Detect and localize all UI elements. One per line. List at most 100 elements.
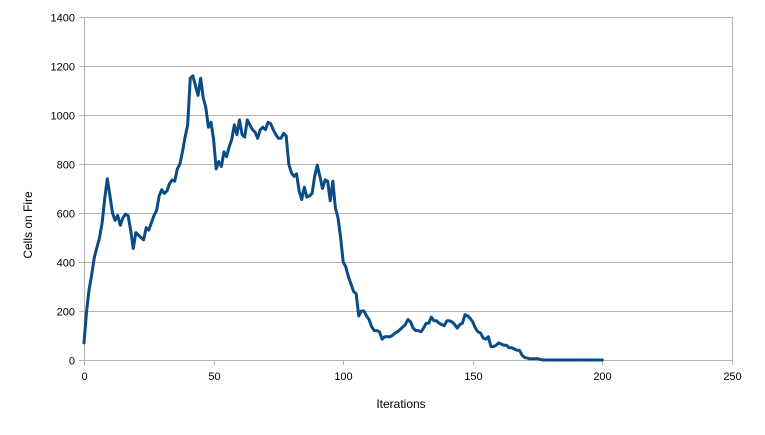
data-point: [259, 128, 262, 131]
data-point: [503, 344, 505, 347]
data-point: [277, 137, 280, 140]
data-point: [93, 256, 96, 258]
data-point: [166, 190, 168, 192]
data-point: [220, 165, 223, 168]
data-point: [389, 335, 391, 338]
data-point: [510, 346, 513, 349]
data-point: [414, 329, 417, 332]
data-point: [155, 209, 158, 212]
data-point: [145, 226, 148, 229]
data-point: [370, 326, 373, 328]
data-point: [521, 354, 523, 356]
data-point: [518, 349, 521, 352]
x-tick-label: 150: [464, 371, 482, 383]
data-point: [181, 150, 184, 153]
data-point: [404, 323, 407, 326]
data-point: [593, 359, 596, 361]
y-tick-label: 1000: [51, 111, 75, 123]
data-point: [311, 192, 313, 195]
data-point: [396, 331, 399, 333]
data-point: [282, 132, 285, 135]
data-point: [536, 357, 539, 360]
data-point: [469, 317, 472, 320]
data-point: [554, 359, 557, 361]
data-point: [298, 190, 300, 192]
data-point: [539, 358, 541, 361]
data-point: [192, 75, 194, 77]
data-point: [357, 315, 360, 317]
data-point: [339, 236, 342, 239]
data-point: [300, 198, 303, 201]
data-point: [495, 344, 497, 347]
data-point: [342, 261, 345, 263]
data-point: [482, 337, 484, 339]
data-point: [453, 323, 456, 326]
data-point: [347, 275, 350, 278]
data-point: [599, 359, 601, 361]
data-point: [544, 359, 547, 361]
data-point: [287, 163, 290, 165]
data-point: [241, 133, 243, 136]
data-point: [321, 187, 324, 190]
data-point: [487, 335, 490, 338]
data-point: [484, 338, 487, 340]
x-tick-label: 100: [334, 371, 352, 383]
data-point: [207, 126, 210, 129]
data-point: [329, 199, 332, 202]
data-point: [586, 359, 588, 361]
data-point: [230, 138, 233, 141]
data-point: [238, 119, 241, 121]
data-point: [479, 332, 482, 334]
data-point: [352, 290, 355, 293]
data-point: [591, 359, 593, 361]
data-point: [269, 122, 272, 125]
data-point: [254, 131, 256, 133]
data-point: [290, 171, 293, 174]
gridlines: [84, 17, 732, 312]
data-point: [150, 222, 153, 224]
data-point: [383, 335, 386, 338]
data-point: [529, 357, 531, 360]
data-point: [578, 359, 580, 361]
data-point: [160, 188, 163, 191]
data-point: [402, 326, 404, 328]
data-point: [365, 315, 368, 317]
data-point: [516, 349, 518, 352]
data-point: [109, 195, 111, 197]
data-point: [422, 327, 425, 329]
data-point: [194, 84, 197, 87]
data-point: [272, 128, 275, 131]
data-point: [451, 321, 453, 323]
series-layer: [82, 74, 604, 362]
data-point: [197, 94, 199, 97]
data-point: [124, 213, 127, 216]
data-point: [199, 77, 202, 80]
x-tick-label: 250: [723, 371, 741, 383]
data-point: [267, 121, 269, 124]
y-tick-label: 0: [69, 356, 75, 368]
y-tick-label: 600: [57, 209, 75, 221]
data-point: [456, 327, 459, 329]
data-point: [459, 323, 461, 326]
data-point: [427, 322, 430, 325]
data-point: [122, 217, 124, 219]
data-point: [262, 126, 264, 129]
y-tick-label: 1400: [51, 13, 75, 25]
data-point: [106, 177, 109, 180]
data-point: [142, 239, 145, 241]
data-point: [472, 321, 474, 323]
data-point: [420, 331, 422, 333]
data-point: [500, 343, 503, 345]
y-axis-title: Cells on Fire: [21, 191, 35, 259]
data-point: [83, 342, 85, 344]
data-point: [355, 293, 357, 295]
data-point: [446, 320, 448, 322]
data-point: [562, 359, 565, 361]
data-point: [505, 344, 508, 347]
data-point: [417, 329, 420, 332]
y-tick-label: 1200: [51, 62, 75, 74]
x-tick-label: 200: [593, 371, 611, 383]
data-point: [184, 136, 186, 138]
data-point: [573, 359, 575, 361]
data-point: [127, 214, 129, 217]
